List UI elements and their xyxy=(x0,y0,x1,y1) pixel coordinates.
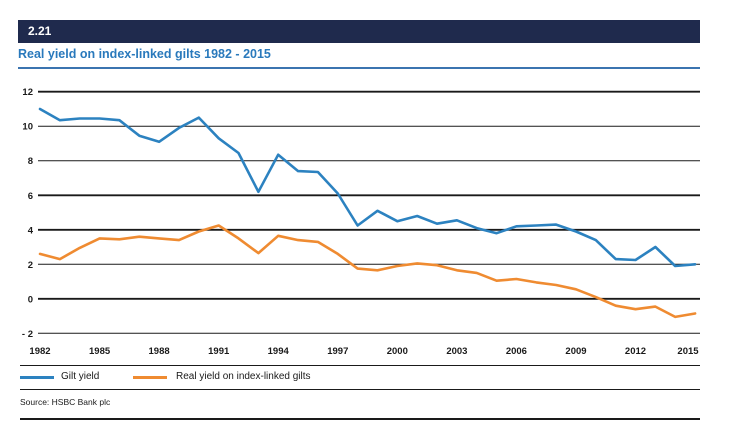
source-top-rule xyxy=(20,389,700,390)
x-tick-label: 2012 xyxy=(625,346,646,357)
x-tick-label: 2006 xyxy=(506,346,527,357)
x-tick-label: 1988 xyxy=(149,346,170,357)
x-tick-label: 2003 xyxy=(446,346,467,357)
real-yield-legend-swatch xyxy=(133,376,167,379)
bottom-rule xyxy=(20,418,700,420)
real-yield-legend-label: Real yield on index-linked gilts xyxy=(176,371,311,382)
real-yield-on-index-linked-gilts-line xyxy=(38,224,697,319)
y-tick-label: 4 xyxy=(28,225,34,236)
y-tick-label: 2 xyxy=(28,260,33,271)
figure-number-bar: 2.21 xyxy=(18,20,700,43)
x-tick-label: 2015 xyxy=(677,346,699,357)
gilt-yield-legend-label: Gilt yield xyxy=(61,371,100,382)
gilt-yield-line xyxy=(38,107,697,268)
x-tick-label: 2009 xyxy=(565,346,586,357)
x-tick-label: 1982 xyxy=(29,346,50,357)
x-tick-label: 1991 xyxy=(208,346,230,357)
source-note: Source: HSBC Bank plc xyxy=(20,397,111,407)
x-tick-label: 1994 xyxy=(268,346,290,357)
title-rule xyxy=(18,67,700,69)
y-tick-label: 12 xyxy=(22,87,33,98)
legend-top-rule xyxy=(20,365,700,366)
gilt-yield-legend-swatch xyxy=(20,376,54,379)
y-tick-label: 0 xyxy=(28,294,33,305)
x-tick-label: 1985 xyxy=(89,346,111,357)
figure-number: 2.21 xyxy=(28,24,52,38)
y-tick-label: - 2 xyxy=(22,329,33,340)
y-tick-label: 6 xyxy=(28,191,33,202)
x-tick-label: 2000 xyxy=(387,346,408,357)
y-tick-label: 8 xyxy=(28,156,33,167)
x-tick-label: 1997 xyxy=(327,346,348,357)
chart-title: Real yield on index-linked gilts 1982 - … xyxy=(18,47,271,61)
y-tick-label: 10 xyxy=(22,122,33,133)
